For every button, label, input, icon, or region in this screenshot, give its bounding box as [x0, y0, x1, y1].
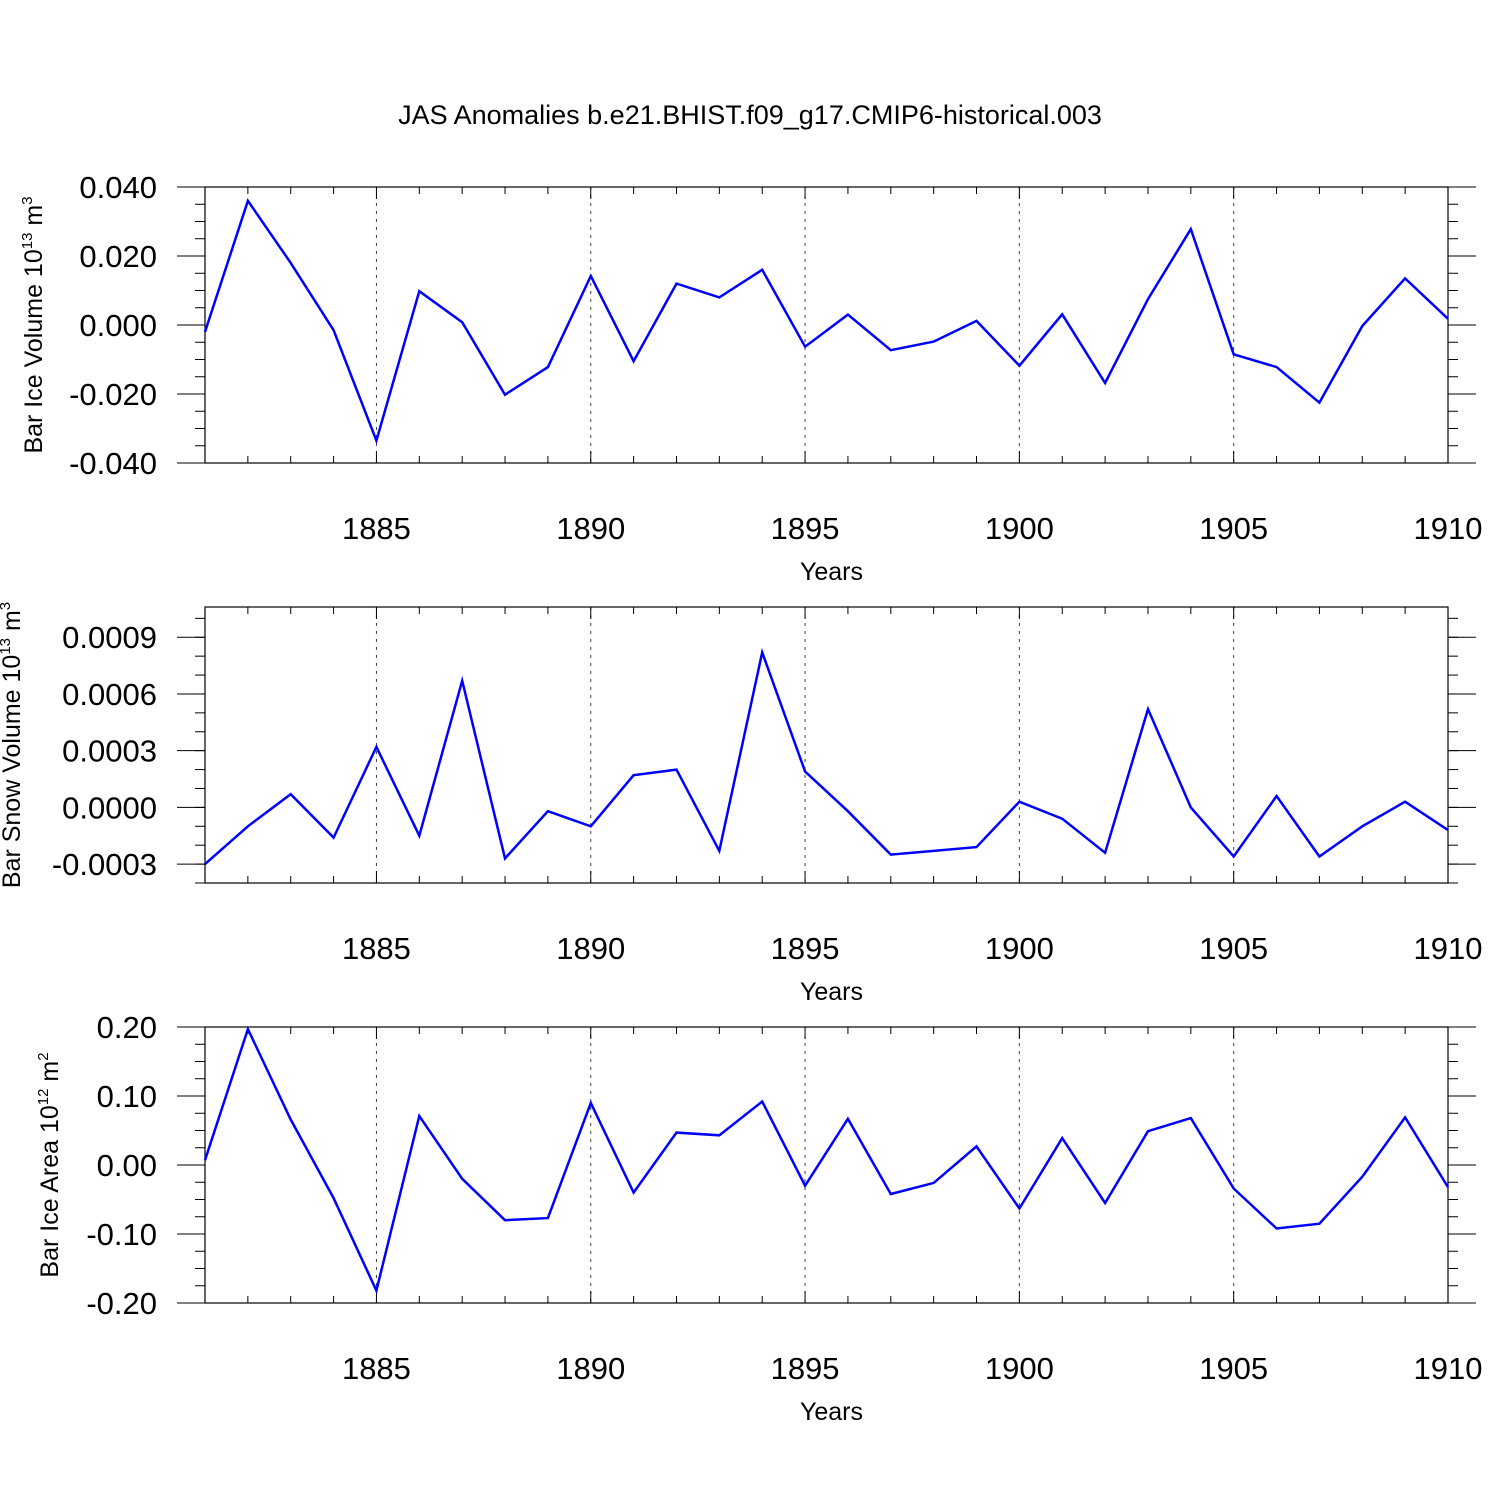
series-line-ice-volume [203, 198, 1449, 445]
x-tick-label: 1905 [1199, 511, 1268, 546]
y-tick-label: -0.10 [86, 1217, 157, 1252]
figure-title: JAS Anomalies b.e21.BHIST.f09_g17.CMIP6-… [398, 100, 1102, 130]
series-line-ice-area [203, 1025, 1450, 1295]
series-line-snow-volume [204, 647, 1449, 866]
x-axis-title: Years [800, 978, 863, 1006]
y-axis-title-unit: m [20, 205, 48, 233]
y-tick-label: 0.20 [97, 1010, 157, 1045]
y-axis-title-unit-exponent: 3 [19, 196, 36, 204]
x-axis-title: Years [800, 1398, 863, 1426]
y-tick-label: 0.020 [79, 239, 157, 274]
x-tick-label: 1900 [985, 931, 1054, 966]
y-tick-label: -0.040 [69, 446, 157, 481]
y-tick-label: 0.0009 [62, 620, 157, 655]
x-tick-label: 1895 [771, 511, 840, 546]
x-tick-label: 1885 [342, 931, 411, 966]
y-tick-label: 0.0000 [62, 790, 157, 825]
x-tick-label: 1905 [1199, 931, 1268, 966]
y-tick-label: 0.000 [79, 308, 157, 343]
x-tick-label: 1910 [1414, 931, 1483, 966]
panel-snow-volume: -0.0003 0.0000 0.0003 0.0006 0.0009 1885 1890 1… [0, 602, 1482, 1006]
y-axis-title: Bar Ice Area 1012 m2 [35, 1052, 64, 1277]
panel-ice-area: -0.20 -0.10 0.00 0.10 0.20 1885 1890 1895 1900 19… [35, 1010, 1482, 1426]
y-axis-title-text: Bar Ice Area 10 [36, 1105, 64, 1277]
y-axis-title-unit: m [0, 610, 26, 638]
x-tick-label: 1885 [342, 1351, 411, 1386]
plot-frame [204, 1026, 1449, 1304]
y-tick-label: 0.040 [79, 170, 157, 205]
plot-frame [204, 186, 1449, 464]
y-axis-title: Bar Snow Volume 1013 m3 [0, 602, 26, 888]
y-tick-label: 0.0003 [62, 734, 157, 769]
x-tick-label: 1905 [1199, 1351, 1268, 1386]
y-axis-title-unit-exponent: 3 [0, 602, 14, 610]
y-axis-title-exponent: 13 [19, 233, 36, 250]
x-tick-label: 1910 [1414, 511, 1483, 546]
x-tick-label: 1895 [771, 931, 840, 966]
panel-ice-volume: -0.040 -0.020 0.000 0.020 0.040 1885 1890 1895 1… [19, 170, 1482, 586]
x-tick-label: 1900 [985, 511, 1054, 546]
y-tick-label: 0.00 [97, 1148, 157, 1183]
y-axis-title-exponent: 13 [0, 638, 14, 655]
plot-frame [204, 606, 1449, 884]
x-tick-label: 1910 [1414, 1351, 1483, 1386]
y-axis-title: Bar Ice Volume 1013 m3 [19, 196, 48, 453]
x-tick-label: 1885 [342, 511, 411, 546]
x-tick-label: 1895 [771, 1351, 840, 1386]
y-tick-label: -0.020 [69, 377, 157, 412]
y-axis-title-unit-exponent: 2 [35, 1052, 52, 1060]
x-tick-label: 1890 [556, 511, 625, 546]
y-tick-label: 0.10 [97, 1079, 157, 1114]
y-axis-title-exponent: 12 [35, 1089, 52, 1106]
y-axis-title-unit: m [36, 1061, 64, 1089]
x-tick-label: 1890 [556, 1351, 625, 1386]
y-tick-label: -0.0003 [52, 847, 157, 882]
y-tick-label: 0.0006 [62, 677, 157, 712]
x-tick-label: 1890 [556, 931, 625, 966]
x-axis-title: Years [800, 558, 863, 586]
x-tick-label: 1900 [985, 1351, 1054, 1386]
y-tick-label: -0.20 [86, 1286, 157, 1321]
y-axis-title-text: Bar Ice Volume 10 [20, 249, 48, 453]
y-axis-title-text: Bar Snow Volume 10 [0, 655, 26, 888]
